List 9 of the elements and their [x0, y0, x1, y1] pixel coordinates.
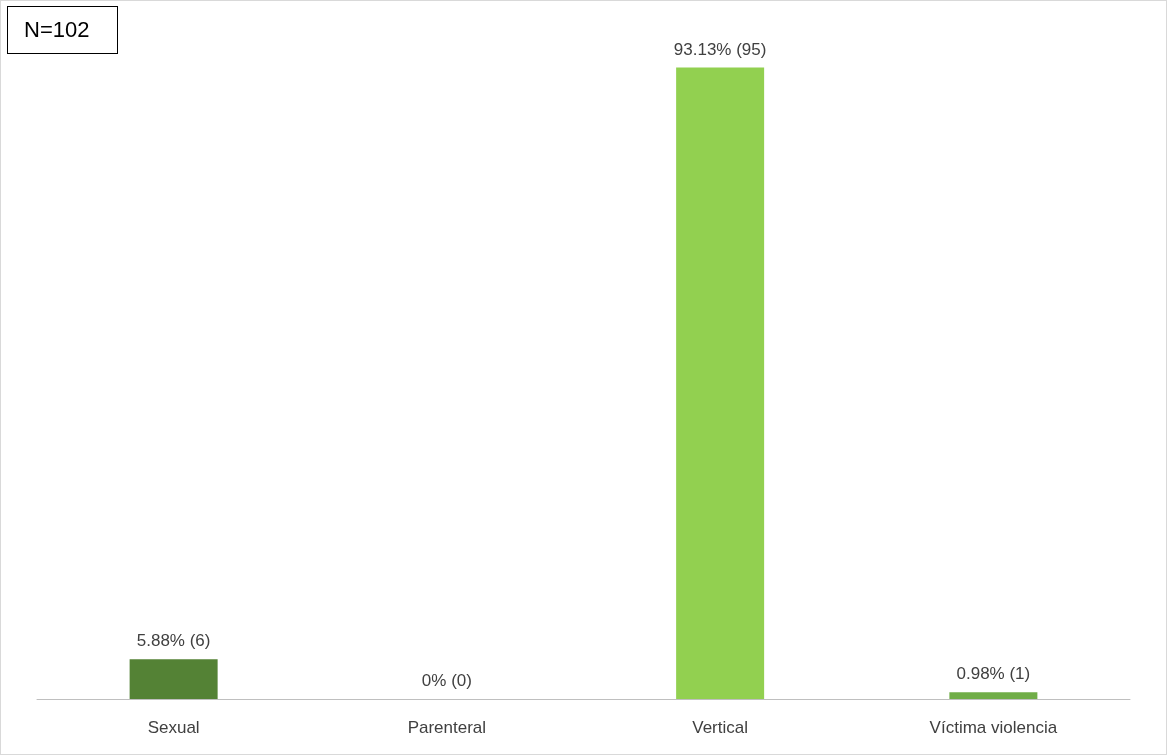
- data-label: 5.88% (6): [136, 631, 211, 651]
- x-tick-label: Vertical: [692, 718, 748, 737]
- x-tick-label: Parenteral: [407, 718, 487, 737]
- data-label: 93.13% (95): [673, 39, 767, 59]
- data-label: 0% (0): [421, 671, 472, 690]
- x-tick-label: Sexual: [147, 718, 200, 737]
- text: N=102: [7, 6, 119, 54]
- data-label: 0.98% (1): [956, 664, 1031, 684]
- x-tick-label: Víctima violencia: [929, 718, 1058, 737]
